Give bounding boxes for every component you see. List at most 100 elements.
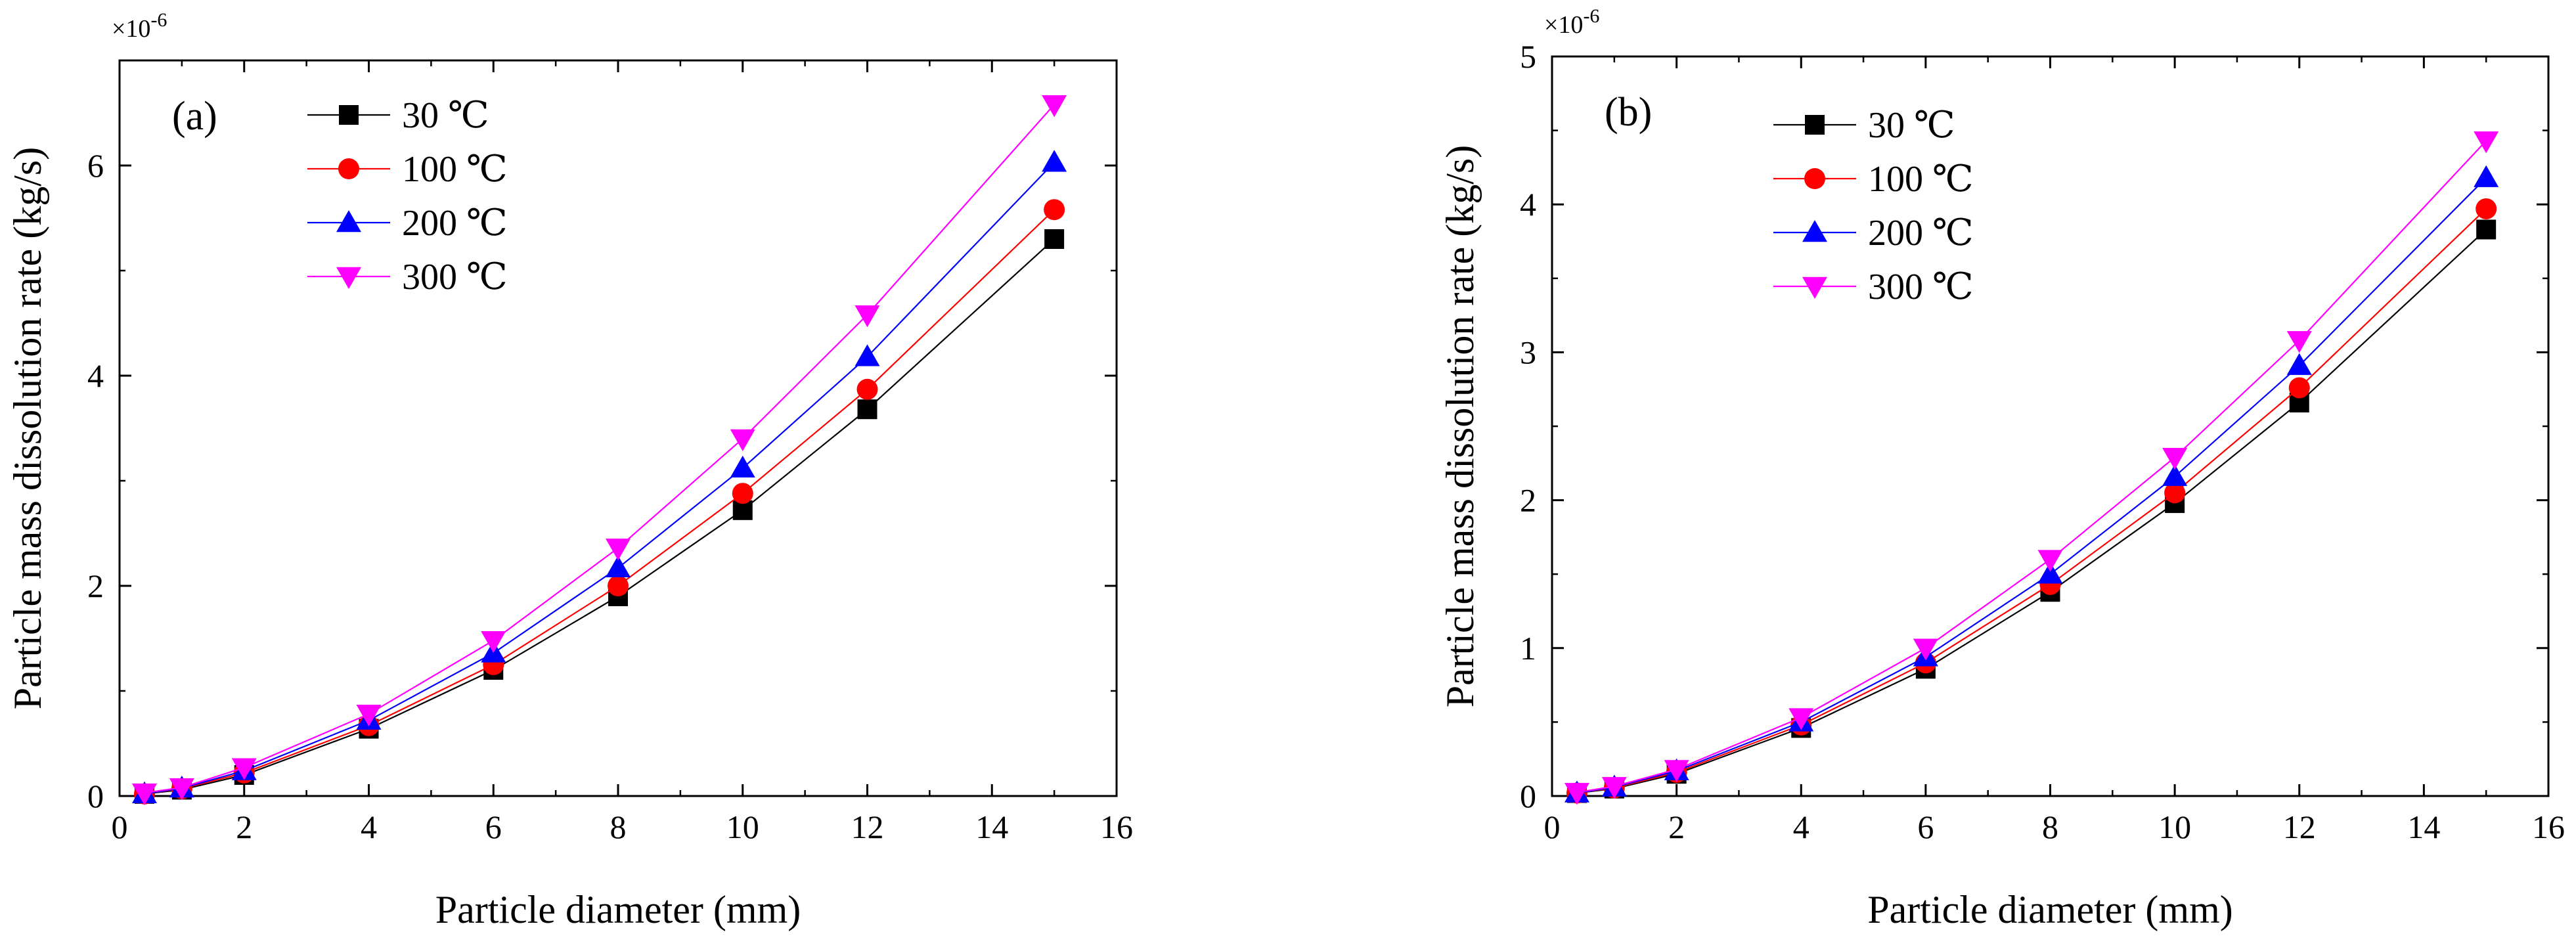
data-point: [1044, 199, 1065, 221]
series-3: [1564, 165, 2499, 803]
x-tick-label: 2: [236, 808, 252, 845]
legend-label: 100 ℃: [1868, 159, 1974, 200]
x-tick-label: 10: [726, 808, 759, 845]
legend-label: 30 ℃: [402, 95, 489, 136]
y-tick-label: 0: [87, 778, 104, 814]
x-tick-label: 10: [2158, 808, 2191, 845]
x-tick-label: 6: [1917, 808, 1934, 845]
data-point: [2162, 448, 2188, 470]
x-tick-label: 12: [851, 808, 884, 845]
chart-panel-a: 0 2 4 6 8 10 12 14 16 0 2 4 6 ×10-6 Particle diameter …: [6, 9, 1133, 931]
series-line: [144, 209, 1055, 795]
data-point: [857, 399, 877, 420]
panel-label: (b): [1605, 90, 1652, 135]
x-tick-label: 8: [2042, 808, 2058, 845]
data-point: [2286, 353, 2312, 375]
x-axis-title: Particle diameter (mm): [1867, 888, 2232, 931]
plot-frame: [1551, 55, 2550, 797]
x-tick-label: 14: [2407, 808, 2440, 845]
legend-label: 300 ℃: [402, 257, 508, 298]
legend-label: 300 ℃: [1868, 267, 1974, 307]
x-tick-label: 0: [112, 808, 128, 845]
legend-label: 100 ℃: [402, 149, 508, 190]
series-line: [1576, 208, 2487, 794]
series-line: [1576, 140, 2487, 793]
y-tick-label: 0: [1520, 778, 1536, 814]
y-multiplier-label: ×10-6: [112, 9, 167, 43]
y-tick-label: 3: [1520, 334, 1536, 370]
data-point: [855, 344, 880, 366]
series-2: [133, 199, 1065, 805]
series-line: [144, 238, 1055, 795]
data-point: [1913, 638, 1938, 661]
legend-marker: [338, 158, 359, 179]
data-point: [606, 555, 631, 578]
x-tick-label: 4: [1793, 808, 1810, 845]
x-axis-title: Particle diameter (mm): [435, 888, 801, 931]
data-point: [1042, 95, 1067, 118]
legend-marker: [1802, 220, 1827, 242]
data-point: [606, 539, 631, 561]
y-tick-label: 5: [1520, 38, 1536, 75]
data-point: [1601, 777, 1627, 799]
legend-label: 30 ℃: [1868, 105, 1955, 146]
x-tick-label: 6: [485, 808, 502, 845]
data-point: [730, 429, 755, 451]
legend-marker: [1805, 115, 1825, 135]
legend-marker: [336, 210, 361, 232]
data-point: [1788, 708, 1814, 730]
data-point: [2474, 165, 2499, 187]
data-point: [856, 378, 878, 400]
legend-marker: [1802, 276, 1827, 299]
data-point: [2037, 550, 2063, 572]
data-point: [1044, 229, 1065, 249]
legend-label: 200 ℃: [1868, 213, 1974, 254]
data-point: [2162, 464, 2188, 486]
x-tick-label: 14: [975, 808, 1008, 845]
data-point: [169, 778, 194, 801]
data-point: [2476, 198, 2497, 219]
y-axis-title: Particle mass dissolution rate (kg/s): [6, 147, 49, 710]
x-tick-label: 16: [2532, 808, 2565, 845]
series-2: [1566, 198, 2497, 804]
data-point: [1042, 150, 1067, 172]
x-tick-label: 2: [1668, 808, 1685, 845]
data-point: [2476, 219, 2497, 240]
series-4: [1564, 131, 2499, 805]
legend-marker: [336, 267, 361, 289]
data-point: [608, 575, 629, 596]
legend-marker: [339, 105, 359, 125]
data-point: [231, 758, 257, 780]
data-point: [2474, 131, 2499, 154]
data-point: [1564, 783, 1589, 805]
legend-marker: [1804, 168, 1825, 189]
y-tick-label: 2: [1520, 482, 1536, 519]
legend-label: 200 ℃: [402, 203, 508, 244]
data-point: [356, 704, 382, 727]
panel-label: (a): [172, 94, 217, 139]
series-line: [1576, 177, 2487, 794]
plot-frame: [118, 59, 1118, 797]
data-point: [2286, 331, 2312, 353]
y-tick-label: 4: [87, 357, 104, 394]
data-point: [2288, 377, 2310, 399]
data-point: [1664, 760, 1689, 782]
y-tick-label: 1: [1520, 630, 1536, 667]
series-line: [144, 104, 1055, 794]
data-point: [855, 305, 880, 328]
x-tick-label: 8: [610, 808, 627, 845]
x-tick-label: 4: [361, 808, 377, 845]
series-4: [131, 95, 1067, 806]
data-point: [732, 483, 753, 504]
x-tick-label: 12: [2283, 808, 2316, 845]
data-point: [131, 783, 157, 806]
data-point: [481, 630, 506, 653]
y-tick-label: 6: [87, 147, 104, 184]
data-point: [2037, 562, 2063, 584]
x-tick-label: 0: [1544, 808, 1561, 845]
series-1: [134, 229, 1065, 804]
y-tick-label: 2: [87, 567, 104, 604]
y-multiplier-label: ×10-6: [1544, 5, 1599, 39]
